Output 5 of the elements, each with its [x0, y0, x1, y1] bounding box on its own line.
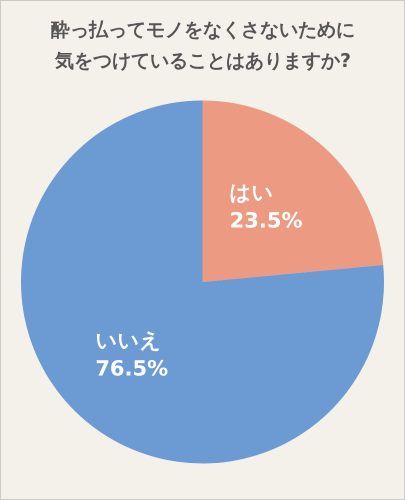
data-label: 76.5% [95, 356, 168, 380]
slice-label: いいえ [95, 328, 162, 352]
chart-title: 酔っ払ってモノをなくさないために気をつけていることはありますか? [50, 18, 356, 74]
slice-label: はい [230, 180, 274, 205]
data-label: 23.5% [230, 208, 303, 233]
